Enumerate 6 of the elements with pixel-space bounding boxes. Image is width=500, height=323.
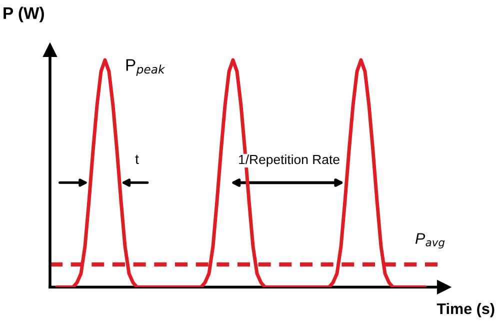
y-axis-title: P (W) bbox=[4, 6, 44, 22]
annotation: 1/Repetition Rate bbox=[239, 154, 340, 167]
annotation: t bbox=[135, 154, 139, 164]
ref-line-label: P$_{avg}$ bbox=[415, 233, 445, 249]
x-axis-title: Time (s) bbox=[436, 302, 494, 318]
annotation: P$_{peak}$ bbox=[126, 59, 166, 76]
